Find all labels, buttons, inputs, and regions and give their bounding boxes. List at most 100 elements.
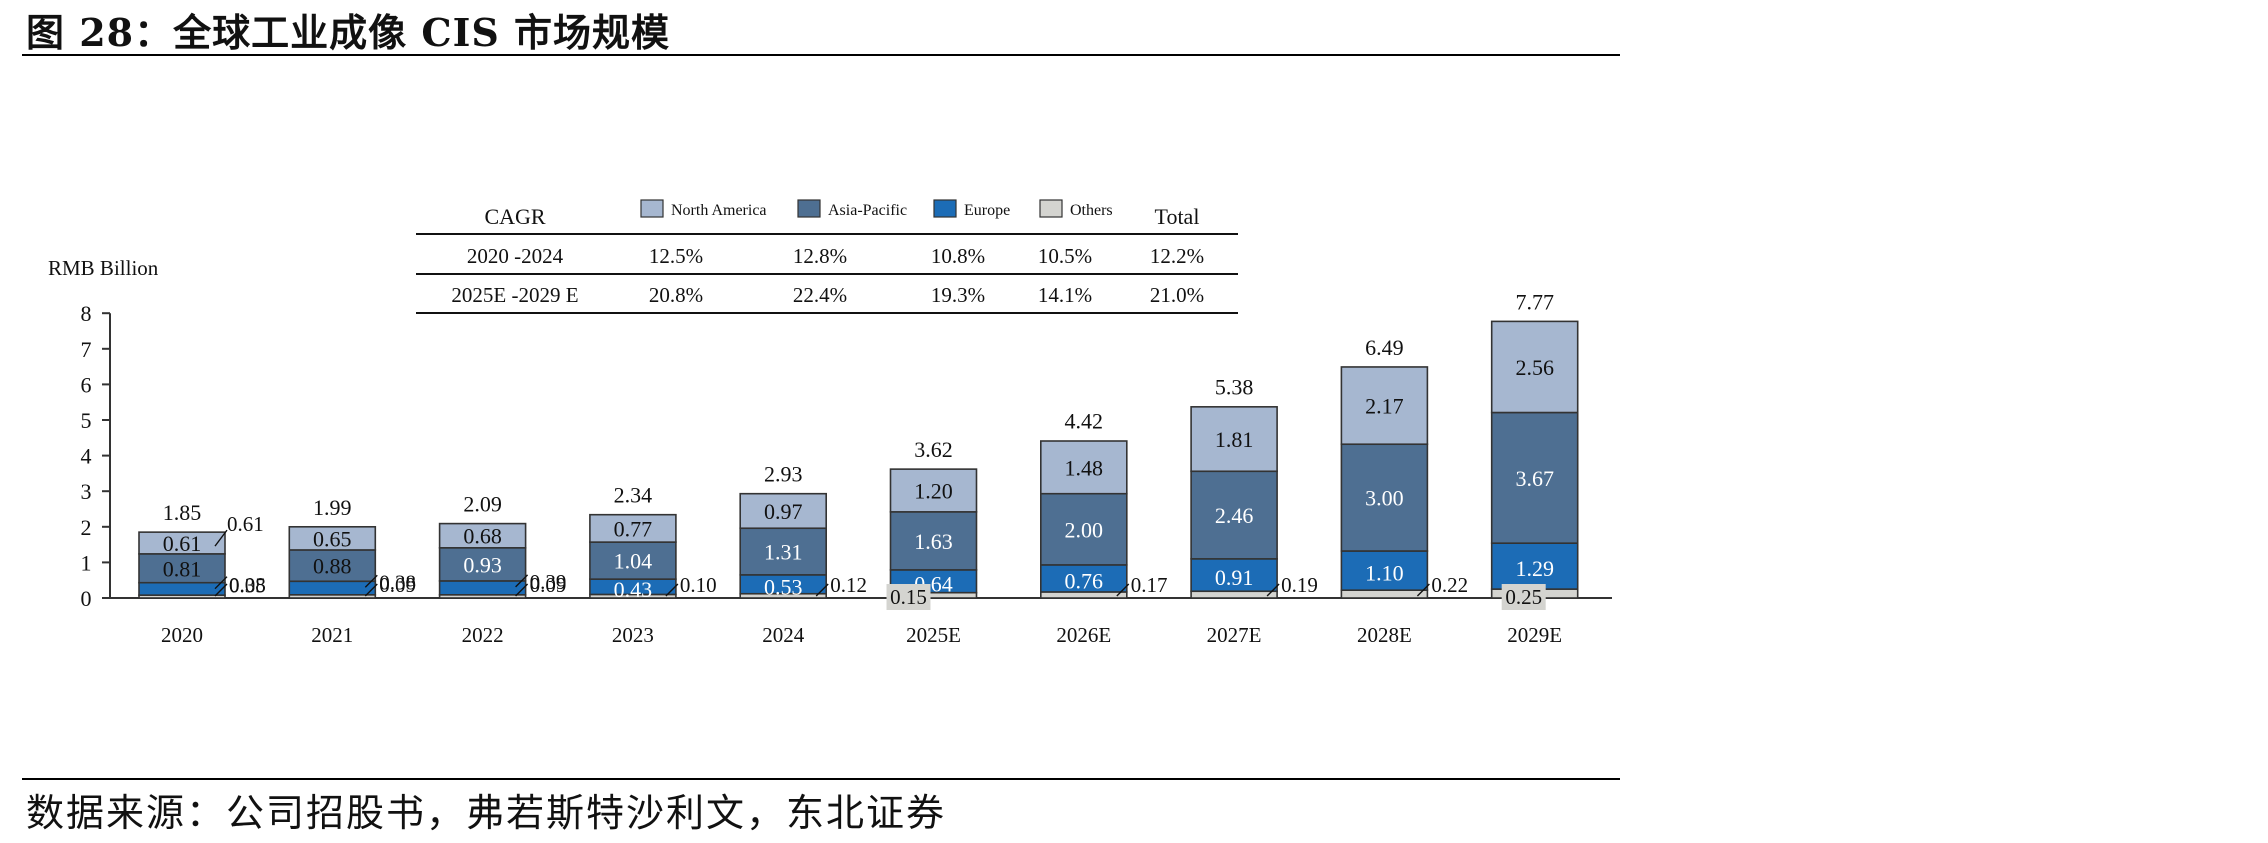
x-tick-label: 2024	[762, 623, 805, 647]
cagr-table-header: CAGR	[484, 204, 545, 229]
bar-segment-europe	[288, 580, 377, 596]
label-others: 0.22	[1431, 573, 1468, 597]
y-tick-label: 8	[81, 301, 92, 326]
others-leader-line	[665, 583, 679, 597]
others-leader-line	[1266, 583, 1280, 597]
label-asia-pacific: 2.46	[1215, 503, 1254, 528]
label-europe: 0.91	[1215, 565, 1254, 590]
x-tick-label: 2025E	[906, 623, 961, 647]
figure-source: 数据来源：公司招股书，弗若斯特沙利文，东北证券	[26, 791, 947, 835]
label-others: 0.25	[1505, 585, 1542, 609]
label-asia-pacific: 0.81	[163, 556, 202, 581]
bar-segment-europe	[1340, 550, 1429, 591]
cagr-cell: 10.8%	[931, 244, 985, 268]
x-tick-label: 2022	[462, 623, 504, 647]
label-others: 0.17	[1131, 573, 1168, 597]
bar-segment-asia-pacific	[889, 511, 978, 571]
cagr-cell: 19.3%	[931, 283, 985, 307]
bar-segment-asia-pacific	[739, 527, 828, 576]
label-total: 7.77	[1515, 289, 1554, 314]
legend-label: North America	[671, 202, 767, 219]
label-north-america: 2.56	[1515, 355, 1554, 380]
y-tick-label: 6	[81, 372, 92, 397]
x-tick-label: 2028E	[1357, 623, 1412, 647]
label-total: 1.99	[313, 495, 352, 520]
label-europe: 0.43	[614, 577, 653, 602]
bar-segment-europe	[438, 580, 527, 596]
source-rule	[22, 778, 1620, 780]
x-tick-label: 2027E	[1207, 623, 1262, 647]
label-others: 0.15	[890, 585, 927, 609]
label-europe: 1.29	[1515, 556, 1554, 581]
others-leader-line	[364, 583, 378, 597]
legend-label: Asia-Pacific	[828, 202, 907, 219]
legend-swatch	[640, 199, 664, 218]
bar-segment-others	[1190, 590, 1278, 599]
y-tick-label: 2	[81, 515, 92, 540]
label-others: 0.09	[530, 573, 567, 597]
others-label-box	[1501, 584, 1546, 610]
cagr-cell: 22.4%	[793, 283, 847, 307]
bar-segment-north-america	[1340, 366, 1429, 446]
label-north-america-outside: 0.61	[227, 512, 264, 536]
cagr-row-label: 2020 -2024	[467, 244, 564, 268]
bar-segment-europe	[1490, 542, 1579, 590]
x-tick-label: 2020	[161, 623, 203, 647]
bar-segment-north-america	[739, 492, 828, 530]
label-asia-pacific: 0.93	[463, 552, 502, 577]
legend-swatch	[1039, 199, 1063, 218]
label-north-america: 0.65	[313, 526, 352, 551]
bar-segment-others	[1340, 589, 1429, 599]
cagr-cell: 14.1%	[1038, 283, 1092, 307]
cagr-cell: 12.2%	[1150, 244, 1204, 268]
label-others: 0.10	[680, 573, 717, 597]
x-tick-label: 2023	[612, 623, 654, 647]
label-total: 4.42	[1065, 409, 1104, 434]
label-asia-pacific: 2.00	[1065, 517, 1104, 542]
bar-segment-north-america	[288, 525, 377, 551]
cagr-cell: 12.5%	[649, 244, 703, 268]
label-asia-pacific: 3.00	[1365, 486, 1404, 511]
bar-segment-asia-pacific	[589, 541, 677, 580]
figure-title: 图 28：全球工业成像 CIS 市场规模	[26, 10, 671, 55]
others-leader-line	[1116, 583, 1130, 597]
north-america-leader-line	[214, 529, 228, 547]
y-tick-label: 4	[81, 444, 92, 469]
bar-segment-north-america	[889, 468, 978, 513]
europe-leader-line	[515, 574, 529, 588]
europe-leader-line	[214, 576, 228, 590]
label-others: 0.08	[229, 573, 266, 597]
label-asia-pacific: 1.04	[614, 549, 653, 574]
bar-segment-asia-pacific	[1040, 492, 1128, 566]
label-total: 2.34	[614, 483, 653, 508]
europe-leader-line	[364, 574, 378, 588]
x-tick-label: 2029E	[1507, 623, 1562, 647]
label-total: 3.62	[914, 437, 953, 462]
label-asia-pacific: 3.67	[1515, 466, 1554, 491]
bar-segment-asia-pacific	[1190, 470, 1278, 560]
cagr-cell: 10.5%	[1038, 244, 1092, 268]
label-north-america: 0.61	[163, 531, 202, 556]
label-others: 0.12	[830, 573, 867, 597]
y-tick-label: 1	[81, 550, 92, 575]
bar-segment-europe	[1190, 558, 1278, 593]
label-europe: 0.38	[379, 570, 416, 594]
title-rule	[22, 54, 1620, 56]
label-europe: 0.76	[1065, 568, 1104, 593]
bar-segment-north-america	[438, 522, 527, 549]
y-tick-label: 7	[81, 337, 92, 362]
bar-segment-north-america	[1490, 320, 1579, 414]
others-leader-line	[515, 583, 529, 597]
legend-swatch	[797, 199, 821, 218]
label-north-america: 1.20	[914, 478, 953, 503]
bar-segment-north-america	[589, 513, 677, 543]
label-europe: 0.39	[530, 570, 567, 594]
label-total: 1.85	[163, 500, 202, 525]
bar-segment-asia-pacific	[438, 547, 527, 582]
legend-swatch	[933, 199, 957, 218]
label-north-america: 1.81	[1215, 427, 1254, 452]
bar-segment-asia-pacific	[1490, 411, 1579, 544]
label-north-america: 0.77	[614, 516, 653, 541]
legend-label: Others	[1070, 202, 1113, 219]
